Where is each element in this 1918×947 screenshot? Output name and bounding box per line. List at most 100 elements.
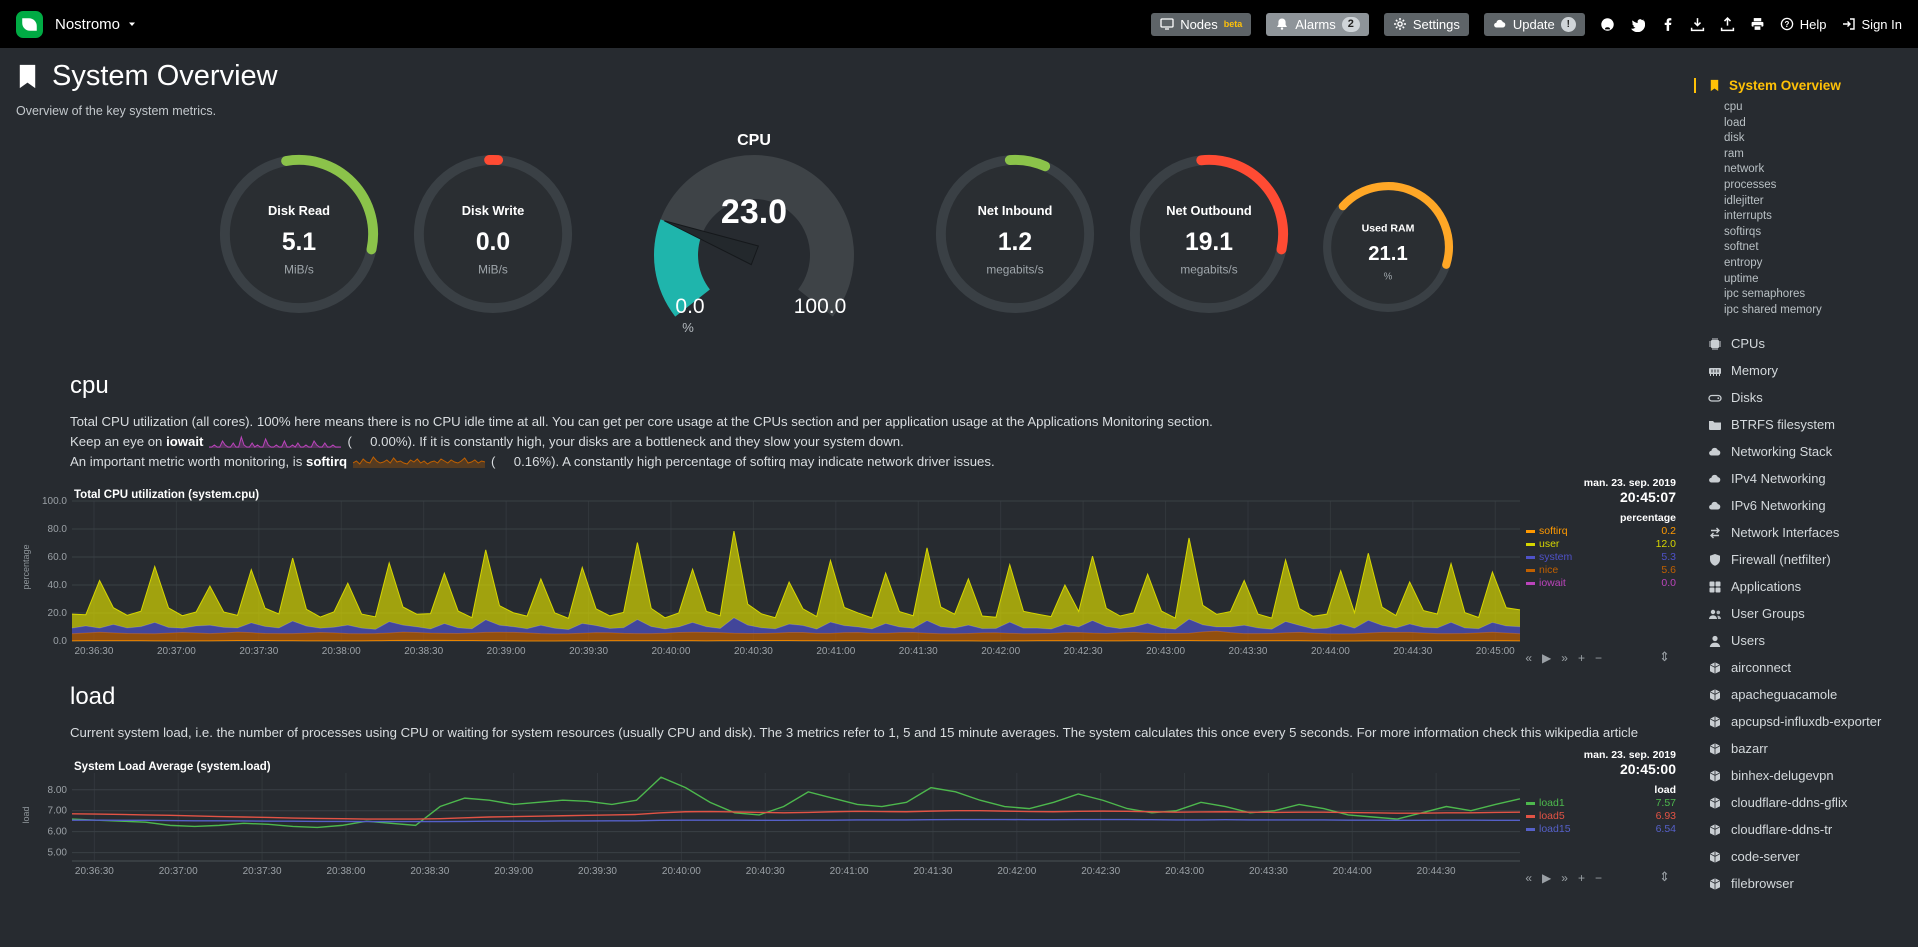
sidebar-item-memory[interactable]: Memory <box>1708 357 1910 384</box>
chart-resize-handle[interactable]: ⇕ <box>1659 649 1670 665</box>
sidebar-item-cloudflare-ddns-gflix[interactable]: cloudflare-ddns-gflix <box>1708 789 1910 816</box>
sidebar-item-code-server[interactable]: code-server <box>1708 843 1910 870</box>
pan-forward-button[interactable]: » <box>1561 871 1568 886</box>
print-icon[interactable] <box>1750 17 1765 32</box>
update-button[interactable]: Update ! <box>1483 12 1585 36</box>
sidebar-subitem-load[interactable]: load <box>1724 116 1746 129</box>
sidebar-item-label: cloudflare-ddns-tr <box>1731 821 1833 837</box>
twitter-icon[interactable] <box>1630 17 1645 32</box>
legend-item-load5[interactable]: load5 6.93 <box>1526 810 1676 823</box>
netdata-logo-icon[interactable] <box>16 10 43 38</box>
sidebar-subitem-ipc-shared-memory[interactable]: ipc shared memory <box>1724 303 1822 316</box>
sidebar-item-cloudflare-ddns-tr[interactable]: cloudflare-ddns-tr <box>1708 816 1910 843</box>
zoom-in-button[interactable]: + <box>1577 651 1585 666</box>
pan-forward-button[interactable]: » <box>1561 651 1568 666</box>
sidebar-subitem-ipc-semaphores[interactable]: ipc semaphores <box>1724 288 1806 301</box>
play-button[interactable]: ▶ <box>1542 651 1552 666</box>
softirq-text-post: A constantly high percentage of softirq … <box>559 453 995 469</box>
legend-item-load15[interactable]: load15 6.54 <box>1526 823 1676 836</box>
sidebar-item-apacheguacamole[interactable]: apacheguacamole <box>1708 681 1910 708</box>
svg-text:20:42:30: 20:42:30 <box>1064 646 1103 657</box>
play-button[interactable]: ▶ <box>1542 871 1552 886</box>
iowait-sparkline[interactable] <box>209 434 342 448</box>
sidebar-subitem-uptime[interactable]: uptime <box>1724 272 1759 285</box>
sidebar-subitem-processes[interactable]: processes <box>1724 178 1777 191</box>
svg-text:20:40:00: 20:40:00 <box>652 646 691 657</box>
alarms-count-badge: 2 <box>1341 16 1360 32</box>
sidebar-item-applications[interactable]: Applications <box>1708 573 1910 600</box>
sidebar-item-label: binhex-delugevpn <box>1731 767 1834 783</box>
cpu-utilization-chart[interactable]: percentage Total CPU utilization (system.… <box>18 477 1686 665</box>
sidebar-subitem-entropy[interactable]: entropy <box>1724 256 1763 269</box>
svg-text:20:43:00: 20:43:00 <box>1165 866 1204 877</box>
node-name-dropdown[interactable]: Nostromo <box>55 16 137 33</box>
sidebar-item-apcupsd-influxdb-exporter[interactable]: apcupsd-influxdb-exporter <box>1708 708 1910 735</box>
legend-item-iowait[interactable]: iowait 0.0 <box>1526 577 1676 590</box>
legend-item-load1[interactable]: load1 7.57 <box>1526 797 1676 810</box>
sidebar-subitem-network[interactable]: network <box>1724 163 1765 176</box>
sidebar-subitem-cpu[interactable]: cpu <box>1724 101 1743 113</box>
sidebar-item-btrfs-filesystem[interactable]: BTRFS filesystem <box>1708 411 1910 438</box>
sign-in-button[interactable]: Sign In <box>1842 17 1902 32</box>
sidebar-item-binhex-delugevpn[interactable]: binhex-delugevpn <box>1708 762 1910 789</box>
svg-text:20:38:30: 20:38:30 <box>404 646 443 657</box>
cube-icon <box>1708 796 1722 810</box>
help-button[interactable]: ? Help <box>1780 17 1827 32</box>
pan-backward-button[interactable]: « <box>1525 651 1533 666</box>
sidebar-subitem-softnet[interactable]: softnet <box>1724 241 1759 254</box>
sidebar-item-label: code-server <box>1731 848 1800 864</box>
main-content: System Overview Overview of the key syst… <box>0 48 1686 947</box>
facebook-icon[interactable] <box>1660 17 1675 32</box>
sidebar-item-firewall-netfilter[interactable]: Firewall (netfilter) <box>1708 546 1910 573</box>
sidebar-item-bazarr[interactable]: bazarr <box>1708 735 1910 762</box>
sidebar-item-filebrowser[interactable]: filebrowser <box>1708 870 1910 897</box>
gauge-disk-write[interactable]: Disk Write 0.0 MiB/s <box>409 150 577 321</box>
settings-button[interactable]: Settings <box>1383 12 1469 36</box>
upload-icon[interactable] <box>1720 16 1735 32</box>
sidebar-subitem-softirqs[interactable]: softirqs <box>1724 225 1762 238</box>
zoom-in-button[interactable]: + <box>1577 871 1585 886</box>
load-average-chart[interactable]: load System Load Average (system.load) 20:… <box>18 749 1686 885</box>
zoom-out-button[interactable]: − <box>1594 651 1602 666</box>
load-text: Current system load, i.e. the number of … <box>70 725 1545 741</box>
sidebar-item-ipv6-networking[interactable]: IPv6 Networking <box>1708 492 1910 519</box>
sidebar-item-airconnect[interactable]: airconnect <box>1708 654 1910 681</box>
nodes-button[interactable]: Nodes beta <box>1151 12 1252 36</box>
gauges-row: Disk Read 5.1 MiB/s Disk Write 0.0 MiB/s CPU 23… <box>202 132 1686 354</box>
sidebar-item-disks[interactable]: Disks <box>1708 384 1910 411</box>
gauge-used-ram[interactable]: Used RAM 21.1% <box>1319 178 1457 319</box>
softirq-sparkline[interactable] <box>352 454 486 468</box>
gauge-disk-read[interactable]: Disk Read 5.1 MiB/s <box>215 150 383 321</box>
cpu-gauge[interactable]: CPU 23.0 0.0 100.0% <box>604 132 904 342</box>
sidebar-item-users[interactable]: Users <box>1708 627 1910 654</box>
download-icon[interactable] <box>1690 17 1705 32</box>
sidebar-subitem-interrupts[interactable]: interrupts <box>1724 210 1772 223</box>
gauge-net-outbound[interactable]: Net Outbound 19.1 megabits/s <box>1125 150 1293 321</box>
github-icon[interactable] <box>1600 17 1615 32</box>
sidebar-item-network-interfaces[interactable]: Network Interfaces <box>1708 519 1910 546</box>
sidebar-item-user-groups[interactable]: User Groups <box>1708 600 1910 627</box>
legend-item-softirq[interactable]: softirq 0.2 <box>1526 525 1676 538</box>
pan-backward-button[interactable]: « <box>1525 871 1533 886</box>
sidebar-item-label: airconnect <box>1731 659 1791 675</box>
cube-icon <box>1708 850 1722 864</box>
sidebar-item-cpus[interactable]: CPUs <box>1708 330 1910 357</box>
sidebar-item-system-overview[interactable]: System Overview <box>1694 78 1910 93</box>
zoom-out-button[interactable]: − <box>1594 871 1602 886</box>
wikipedia-article-link[interactable]: wikipedia article <box>1544 725 1639 741</box>
legend-name: load5 <box>1539 810 1565 823</box>
alarms-button[interactable]: Alarms 2 <box>1266 12 1369 36</box>
legend-item-nice[interactable]: nice 5.6 <box>1526 564 1676 577</box>
sidebar-item-ipv4-networking[interactable]: IPv4 Networking <box>1708 465 1910 492</box>
svg-text:100.0: 100.0 <box>794 295 847 318</box>
gauge-net-inbound[interactable]: Net Inbound 1.2 megabits/s <box>931 150 1099 321</box>
chart-toolbar: « ▶ » + − <box>1525 871 1602 885</box>
sidebar-subitem-disk[interactable]: disk <box>1724 132 1745 145</box>
chart-resize-handle[interactable]: ⇕ <box>1659 869 1670 885</box>
legend-item-user[interactable]: user 12.0 <box>1526 538 1676 551</box>
legend-item-system[interactable]: system 5.3 <box>1526 551 1676 564</box>
node-name-label: Nostromo <box>55 15 121 33</box>
sidebar-subitem-idlejitter[interactable]: idlejitter <box>1724 194 1764 207</box>
sidebar-subitem-ram[interactable]: ram <box>1724 147 1744 160</box>
sidebar-item-networking-stack[interactable]: Networking Stack <box>1708 438 1910 465</box>
